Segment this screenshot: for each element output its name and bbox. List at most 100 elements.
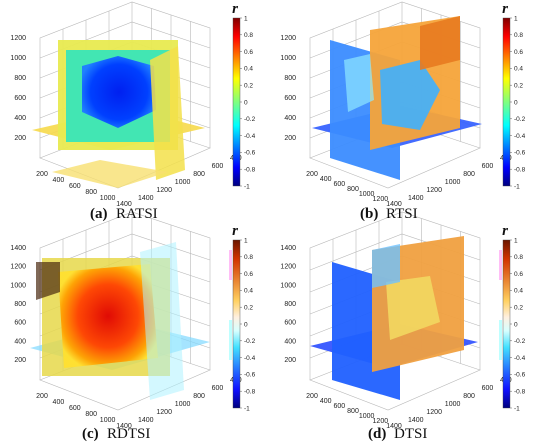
- panel-b-colorbar-tick-label: -0.4: [514, 133, 526, 140]
- panel-d-colorbar-artifact: [499, 250, 502, 280]
- panel-b-z-tick-label: 1000: [280, 55, 296, 62]
- panel-d-colorbar-tick-label: 0.8: [514, 254, 523, 261]
- panel-c-z-tick-label: 800: [14, 301, 26, 308]
- panel-b-z-tick-label: 600: [284, 95, 296, 102]
- panel-c-y-tick-label: 600: [212, 385, 224, 392]
- panel-d-z-tick-label: 1200: [280, 264, 296, 271]
- panel-b-slices: [312, 16, 482, 180]
- panel-a-z-tick-label: 200: [14, 135, 26, 142]
- panel-c-z-tick-label: 1400: [10, 245, 26, 252]
- panel-c-y-tick-label: 800: [193, 393, 205, 400]
- panel-b-x-tick-label: 400: [320, 176, 332, 183]
- panel-c-z-tick-label: 600: [14, 320, 26, 327]
- panel-d-x-tick-label: 800: [347, 408, 359, 415]
- panel-a-slices: [32, 40, 205, 188]
- panel-a-z-tick-label: 400: [14, 115, 26, 122]
- panel-b-slice-highlight: [344, 54, 374, 112]
- panel-d-colorbar-tick-label: -0.4: [514, 355, 526, 362]
- panel-a-z-tick-label: 600: [14, 95, 26, 102]
- panel-d-caption-name: DTSI: [394, 426, 427, 442]
- panel-d-slice-blob: [372, 244, 400, 288]
- panel-a-z-tick-label: 1200: [10, 35, 26, 42]
- panel-a-colorbar-tick-label: 0.6: [244, 49, 253, 56]
- panel-a-x-tick-label: 600: [69, 183, 81, 190]
- panel-c-x-tick-label: 200: [36, 393, 48, 400]
- panel-c-caption-name: RDTSI: [107, 426, 150, 442]
- panel-b-x-tick-label: 1000: [359, 191, 375, 198]
- panel-c-colorbar-tick-label: 0.6: [244, 271, 253, 278]
- panel-d-z-tick-label: 600: [284, 320, 296, 327]
- panel-d-y-tick-label: 1000: [445, 401, 461, 408]
- panel-a-colorbar-tick-label: 0.4: [244, 66, 253, 73]
- panel-a-colorbar-tick-label: 0: [244, 99, 248, 106]
- panel-b-x-tick-label: 1200: [373, 196, 389, 203]
- panel-b-colorbar-tick-label: 0.8: [514, 32, 523, 39]
- panel-b-colorbar-tick-label: 0.4: [514, 66, 523, 73]
- panel-c-colorbar-artifact: [229, 250, 232, 280]
- panel-b-z-tick-label: 400: [284, 115, 296, 122]
- panel-b-slice-pattern: [380, 60, 440, 130]
- panel-c-side-slice: [140, 242, 184, 400]
- panel-c-colorbar-tick-label: 0.2: [244, 305, 253, 312]
- panel-c-y-tick-label: 1000: [175, 401, 191, 408]
- panel-c-z-tick-label: 1000: [10, 282, 26, 289]
- panel-c-colorbar-tick-label: -1: [244, 405, 250, 412]
- panel-a-side-slice: [150, 46, 185, 180]
- panel-c-colorbar-label: r: [232, 223, 238, 239]
- panel-b-colorbar-tick-label: 0.6: [514, 49, 523, 56]
- panel-b: 2004006008001000120020040060080010001200…: [280, 1, 525, 208]
- panel-a-y-tick-label: 800: [193, 171, 205, 178]
- panel-b-slice-top: [420, 16, 460, 70]
- panel-d-y-tick-label: 1400: [408, 417, 424, 424]
- panel-a-colorbar-tick-label: 0.2: [244, 83, 253, 90]
- panel-c-caption: (c) RDTSI: [82, 426, 150, 442]
- panel-c-y-tick-label: 1400: [138, 417, 154, 424]
- panel-d: 2004006008001000120014002004006008001000…: [280, 211, 526, 430]
- panel-d-z-tick-label: 800: [284, 301, 296, 308]
- panel-d-z-tick-label: 400: [284, 338, 296, 345]
- panel-d-x-tick-label: 200: [306, 393, 318, 400]
- panel-d-x-tick-label: 1400: [386, 423, 402, 430]
- panel-b-colorbar-tick-label: -0.6: [514, 150, 526, 157]
- panel-d-x-tick-label: 1000: [359, 413, 375, 420]
- panel-c-slices: [30, 242, 210, 400]
- panel-b-colorbar-tick-label: -1: [514, 183, 520, 190]
- panel-b-caption: (b) RTSI: [360, 206, 418, 222]
- panel-a-z-tick-label: 800: [14, 75, 26, 82]
- panel-b-caption-letter: (b): [360, 206, 378, 222]
- panel-a-y-tick-label: 1200: [156, 187, 172, 194]
- panel-c-x-tick-label: 1000: [100, 417, 116, 424]
- panel-d-y-tick-label: 1200: [426, 409, 442, 416]
- panel-c-z-tick-label: 400: [14, 338, 26, 345]
- panel-a-colorbar-tick-label: 0.8: [244, 32, 253, 39]
- panel-d-x-tick-label: 1200: [373, 418, 389, 425]
- panel-b-caption-name: RTSI: [386, 206, 418, 222]
- panel-b-colorbar-label: r: [502, 1, 508, 17]
- panel-b-y-tick-label: 600: [482, 163, 494, 170]
- panel-c-z-tick-label: 1200: [10, 264, 26, 271]
- panel-d-z-tick-label: 1400: [280, 245, 296, 252]
- panel-a-x-tick-label: 200: [36, 171, 48, 178]
- panel-b-x-tick-label: 600: [333, 181, 345, 188]
- panel-d-caption-letter: (d): [368, 426, 386, 442]
- panel-a-colorbar-tick-label: -0.8: [244, 167, 256, 174]
- panel-c-slice-core: [58, 264, 158, 368]
- panel-a-y-tick-label: 600: [212, 163, 224, 170]
- panel-a-x-tick-label: 1000: [100, 195, 116, 202]
- panel-c-colorbar-tick-label: 0.8: [244, 254, 253, 261]
- panel-c-x-tick-label: 600: [69, 405, 81, 412]
- panel-b-colorbar-tick-label: 1: [514, 15, 518, 22]
- panel-d-colorbar: r1 0.8 0.6 0.4 0.2 0 -0.2 -0.4 -0.6 -0.8 -1: [499, 223, 526, 412]
- panel-a-colorbar-label: r: [232, 1, 238, 17]
- panel-c-caption-letter: (c): [82, 426, 99, 442]
- panel-c-colorbar-tick-label: -0.6: [244, 372, 256, 379]
- panel-c-colorbar-bar: [232, 239, 241, 409]
- panel-b-x-tick-label: 200: [306, 171, 318, 178]
- panel-d-colorbar-tick-label: 1: [514, 237, 518, 244]
- panel-a-x-tick-label: 1400: [116, 201, 132, 208]
- panel-a-caption: (a) RATSI: [90, 206, 158, 222]
- panel-d-z-tick-label: 200: [284, 357, 296, 364]
- panel-c-x-tick-label: 1400: [116, 423, 132, 430]
- panels-layer: 2004006008001000120020040060080010001400…: [10, 1, 525, 430]
